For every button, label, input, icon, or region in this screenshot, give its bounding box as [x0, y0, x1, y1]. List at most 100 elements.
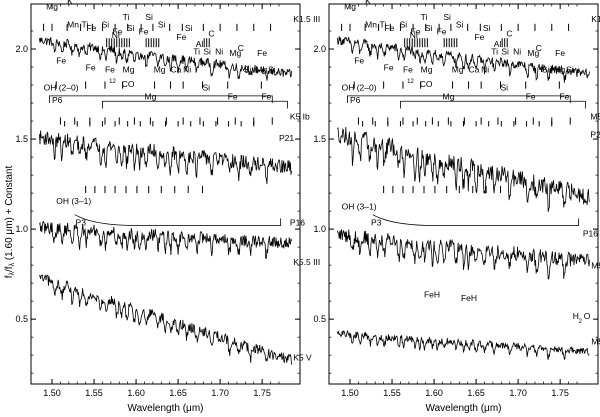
- spectrum-line: [39, 36, 292, 81]
- spectral-annotation: Mg: [123, 64, 135, 74]
- spectral-annotation: Si: [500, 82, 508, 92]
- y-tick-label: 1.0: [313, 224, 326, 234]
- spectral-annotation: Fe: [403, 64, 413, 74]
- spectral-annotation: Fe: [354, 55, 364, 65]
- spectral-annotation: Si: [400, 19, 408, 29]
- spectral-annotation: Fe: [113, 27, 123, 37]
- spectral-annotation: Si: [268, 64, 276, 74]
- spectral-annotation: Fe: [176, 32, 186, 42]
- spectral-annotation: K1.5 III: [591, 14, 600, 24]
- spectral-annotation: Mg: [421, 64, 433, 74]
- y-tick-label: 2.0: [15, 44, 28, 54]
- spectral-annotation: Fe: [86, 23, 96, 33]
- x-tick-label: 1.55: [383, 388, 401, 398]
- spectral-annotation: Si: [203, 46, 211, 56]
- spectral-annotation: Mg: [255, 64, 267, 74]
- spectral-annotation: Si: [542, 64, 550, 74]
- spectral-annotation: Si: [566, 64, 574, 74]
- spectral-annotation: Si: [443, 12, 451, 22]
- spectral-annotation: P16: [583, 228, 598, 238]
- x-tick-label: 1.75: [253, 388, 271, 398]
- spectral-annotation: Fe: [228, 91, 238, 101]
- y-tick-label: 1.5: [15, 134, 28, 144]
- spectral-annotation: P16: [290, 218, 305, 228]
- spectrum-line: [337, 126, 590, 212]
- y-tick-label: 0.5: [15, 314, 28, 324]
- spectral-annotation: Fe: [257, 48, 267, 58]
- spectral-annotation: M5.5 III: [591, 261, 600, 271]
- spectral-annotation: K: [365, 0, 371, 6]
- x-tick-label: 1.75: [551, 388, 569, 398]
- spectral-annotation: Fe: [411, 27, 421, 37]
- spectral-annotation: Ni: [410, 30, 418, 40]
- y-tick-label: 2.0: [313, 44, 326, 54]
- oh-2-0-bracket: [347, 95, 571, 104]
- spectral-annotation: Mg: [553, 64, 565, 74]
- x-tick-label: 1.55: [85, 388, 103, 398]
- x-tick-label: 1.50: [341, 388, 359, 398]
- x-tick-label: 1.60: [127, 388, 145, 398]
- spectral-annotation: Si: [127, 23, 135, 33]
- x-tick-label: 1.65: [467, 388, 485, 398]
- spectral-annotation: Mg: [442, 91, 454, 101]
- spectral-annotation: C: [238, 43, 244, 53]
- spectral-annotation: K: [67, 0, 73, 6]
- spectral-annotation: M5 V: [591, 336, 600, 346]
- spectral-annotation: P6: [52, 95, 63, 105]
- oh-3-1-bracket: [372, 214, 580, 226]
- spectral-annotation: Ti: [123, 12, 130, 22]
- spectral-annotation: Fe: [384, 23, 394, 33]
- x-tick-label: 1.65: [169, 388, 187, 398]
- spectral-annotation: OH (3–1): [56, 196, 91, 206]
- y-axis-title: fλ/fλ (1.60 μm) + Constant: [4, 166, 16, 279]
- spectral-annotation: C: [536, 43, 542, 53]
- spectral-annotation: Ti: [81, 19, 88, 29]
- spectral-annotation: Fe: [555, 48, 565, 58]
- x-axis-title: Wavelength (μm): [426, 403, 502, 414]
- plot-frame: [328, 3, 599, 385]
- spectrum-line: [39, 274, 292, 365]
- spectral-annotation: FeH: [461, 293, 477, 303]
- spectral-annotation: K5.5 III: [293, 257, 320, 267]
- y-tick-label: 1.0: [15, 224, 28, 234]
- spectral-annotation: Ni: [481, 64, 489, 74]
- spectral-annotation: Ti: [193, 46, 200, 56]
- spectral-annotation: Ca: [469, 64, 480, 74]
- spectral-annotation: Mg: [154, 64, 166, 74]
- spectral-annotation: Ti: [491, 46, 498, 56]
- spectral-annotation: Mn: [67, 19, 79, 29]
- spectral-annotation: Fe: [261, 91, 271, 101]
- spectral-annotation: Ti: [421, 12, 428, 22]
- spectral-annotation: K5 V: [293, 353, 312, 363]
- spectral-annotation: Si: [501, 46, 509, 56]
- spectrum-line: [39, 130, 292, 185]
- spectral-annotation: Mg: [46, 1, 58, 11]
- spectral-annotation: Si: [483, 23, 491, 33]
- spectral-annotation: Ni: [215, 46, 223, 56]
- spectral-annotation: Mg: [144, 91, 156, 101]
- spectral-annotation: Ni: [513, 46, 521, 56]
- spectral-annotation: Fe: [526, 91, 536, 101]
- spectral-annotation: K5 Ib: [290, 111, 310, 121]
- spectral-annotation: Fe: [139, 27, 149, 37]
- co-bracket: [400, 100, 586, 109]
- oh-3-1-bracket: [74, 214, 282, 226]
- spectral-annotation: Si: [102, 19, 110, 29]
- spectral-annotation: Si: [158, 19, 166, 29]
- spectrum-line: [337, 329, 590, 361]
- spectral-annotation: Al: [196, 39, 204, 49]
- spectral-annotation: P6: [350, 95, 361, 105]
- spectral-annotation: Ti: [379, 19, 386, 29]
- y-tick-label: 0.5: [313, 314, 326, 324]
- spectrum-line: [337, 36, 590, 83]
- spectral-annotation: O: [584, 311, 591, 321]
- spectral-annotation: Ca: [171, 64, 182, 74]
- spectral-annotation: Mg: [452, 64, 464, 74]
- spectral-annotation: Fe: [437, 27, 447, 37]
- spectral-annotation: Si: [202, 82, 210, 92]
- spectral-annotation: P21: [590, 129, 600, 139]
- spectral-annotation: P3: [371, 218, 382, 228]
- spectral-annotation: OH (2–0): [342, 82, 377, 92]
- spectral-annotation: M5 Ib–II: [590, 111, 600, 121]
